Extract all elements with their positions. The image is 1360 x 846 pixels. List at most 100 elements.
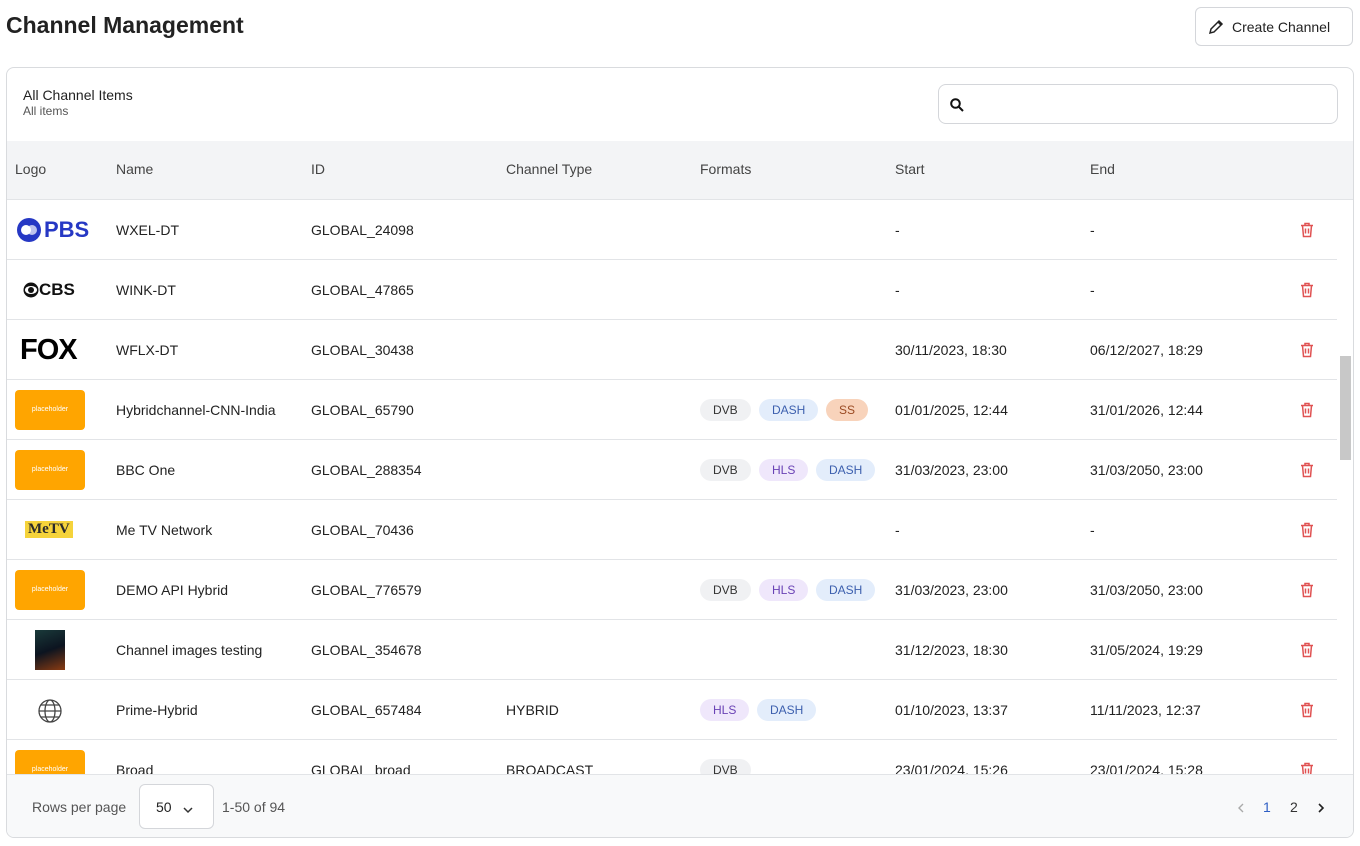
logo-text: placeholder xyxy=(31,406,69,413)
table-row[interactable]: placeholder BBC One GLOBAL_288354 DVB HLS DAS… xyxy=(7,440,1337,500)
table-row[interactable]: CBS WINK-DT GLOBAL_47865 - - xyxy=(7,260,1337,320)
logo-placeholder: placeholder xyxy=(15,750,85,774)
delete-button[interactable] xyxy=(1300,342,1314,363)
end-date: 31/01/2026, 12:44 xyxy=(1090,402,1203,418)
channel-id: GLOBAL_776579 xyxy=(311,582,422,598)
channel-name: Channel images testing xyxy=(116,642,263,658)
table-row[interactable]: MeTV Me TV Network GLOBAL_70436 - - xyxy=(7,500,1337,560)
column-header: Formats xyxy=(700,161,752,177)
channel-name: DEMO API Hybrid xyxy=(116,582,229,598)
table-row[interactable]: Channel images testing GLOBAL_354678 31/12… xyxy=(7,620,1337,680)
table-row[interactable]: placeholder Broad GLOBAL_broad BROADCAST DVB… xyxy=(7,740,1337,774)
rows-per-page-label: Rows per page xyxy=(32,799,127,815)
start-date: 01/10/2023, 13:37 xyxy=(895,702,1008,718)
delete-button[interactable] xyxy=(1300,522,1314,543)
logo-text: FOX xyxy=(20,334,78,366)
scroll-thumb[interactable] xyxy=(1340,356,1351,460)
format-chip: DASH xyxy=(816,579,876,601)
column-header: End xyxy=(1090,161,1115,177)
end-date: - xyxy=(1090,222,1095,238)
table-footer: Rows per page 50 1-50 of 94 1 2 xyxy=(7,774,1353,837)
start-date: 31/12/2023, 18:30 xyxy=(895,642,1008,658)
cbs-icon xyxy=(23,282,39,303)
format-chip: DASH xyxy=(759,399,819,421)
start-date: - xyxy=(895,522,900,538)
channel-name: Me TV Network xyxy=(116,522,213,538)
end-date: 23/01/2024, 15:28 xyxy=(1090,762,1203,774)
prev-page[interactable] xyxy=(1237,801,1245,819)
table-row[interactable]: placeholder Hybridchannel-CNN-India GLOBAL… xyxy=(7,380,1337,440)
table-row[interactable]: Prime-Hybrid GLOBAL_657484 HYBRID HLS DASH 01… xyxy=(7,680,1337,740)
start-date: - xyxy=(895,282,900,298)
logo-placeholder: placeholder xyxy=(15,450,85,490)
format-chip: DVB xyxy=(700,579,751,601)
delete-button[interactable] xyxy=(1300,402,1314,423)
logo-placeholder: placeholder xyxy=(15,390,85,430)
delete-button-svg xyxy=(1301,582,1313,598)
start-date: 31/03/2023, 23:00 xyxy=(895,462,1008,478)
next-page[interactable] xyxy=(1317,801,1325,819)
format-chip: DVB xyxy=(700,759,751,774)
next-page-svg xyxy=(1318,803,1325,813)
table-row[interactable]: placeholder DEMO API Hybrid GLOBAL_776579 D… xyxy=(7,560,1337,620)
delete-button[interactable] xyxy=(1300,642,1314,663)
rows-per-page-select[interactable]: 50 xyxy=(139,784,214,829)
channel-id: GLOBAL_70436 xyxy=(311,522,414,538)
format-chip: HLS xyxy=(759,459,809,481)
channel-id: GLOBAL_47865 xyxy=(311,282,414,298)
page-number[interactable]: 2 xyxy=(1290,799,1298,815)
end-date: 31/03/2050, 23:00 xyxy=(1090,582,1203,598)
delete-button-svg xyxy=(1301,282,1313,298)
delete-button[interactable] xyxy=(1300,282,1314,303)
delete-button-svg xyxy=(1301,522,1313,538)
delete-button[interactable] xyxy=(1300,582,1314,603)
delete-button[interactable] xyxy=(1300,762,1314,774)
delete-button[interactable] xyxy=(1300,462,1314,483)
channel-id: GLOBAL_30438 xyxy=(311,342,414,358)
channel-id: GLOBAL_65790 xyxy=(311,402,414,418)
start-date: 23/01/2024, 15:26 xyxy=(895,762,1008,774)
table-row[interactable]: PBS WXEL-DT GLOBAL_24098 - - xyxy=(7,200,1337,260)
scrollbar[interactable] xyxy=(1338,200,1353,774)
table-row[interactable]: FOX WFLX-DT GLOBAL_30438 30/11/2023, 18:30 0… xyxy=(7,320,1337,380)
logo-image xyxy=(35,630,65,670)
select-chevron-svg xyxy=(183,807,193,814)
channel-name: Broad xyxy=(116,762,154,774)
prev-page-svg xyxy=(1238,803,1244,813)
logo-text: placeholder xyxy=(31,766,69,773)
pencil-icon xyxy=(1208,19,1224,35)
format-chip: DVB xyxy=(700,459,751,481)
channel-id: GLOBAL_288354 xyxy=(311,462,422,478)
channel-name: WXEL-DT xyxy=(116,222,179,238)
channel-name: Hybridchannel-CNN-India xyxy=(116,402,276,418)
column-header: ID xyxy=(311,161,325,177)
delete-button[interactable] xyxy=(1300,702,1314,723)
globe-icon-svg xyxy=(38,699,62,723)
delete-button[interactable] xyxy=(1300,222,1314,243)
select-value: 50 xyxy=(156,799,172,815)
start-date: - xyxy=(895,222,900,238)
logo-text: placeholder xyxy=(31,586,69,593)
logo-text: PBS xyxy=(44,217,90,242)
column-header: Logo xyxy=(15,161,47,177)
end-date: - xyxy=(1090,522,1095,538)
start-date: 31/03/2023, 23:00 xyxy=(895,582,1008,598)
pbs-icon-svg xyxy=(17,218,41,242)
range-label: 1-50 of 94 xyxy=(222,799,286,815)
column-header: Channel Type xyxy=(506,161,593,177)
page-number[interactable]: 1 xyxy=(1263,799,1271,815)
channel-id: GLOBAL_354678 xyxy=(311,642,422,658)
channel-type: HYBRID xyxy=(506,702,559,718)
channel-id: GLOBAL_24098 xyxy=(311,222,414,238)
delete-button-svg xyxy=(1301,222,1313,238)
end-date: 31/03/2050, 23:00 xyxy=(1090,462,1203,478)
column-header: Start xyxy=(895,161,925,177)
delete-button-svg xyxy=(1301,402,1313,418)
start-date: 30/11/2023, 18:30 xyxy=(895,342,1007,358)
cbs-icon-svg xyxy=(23,282,39,298)
delete-button-svg xyxy=(1301,702,1313,718)
card-title: All Channel Items xyxy=(23,87,133,103)
search-input[interactable] xyxy=(938,84,1338,124)
create-button[interactable]: Create Channel xyxy=(1195,7,1353,46)
